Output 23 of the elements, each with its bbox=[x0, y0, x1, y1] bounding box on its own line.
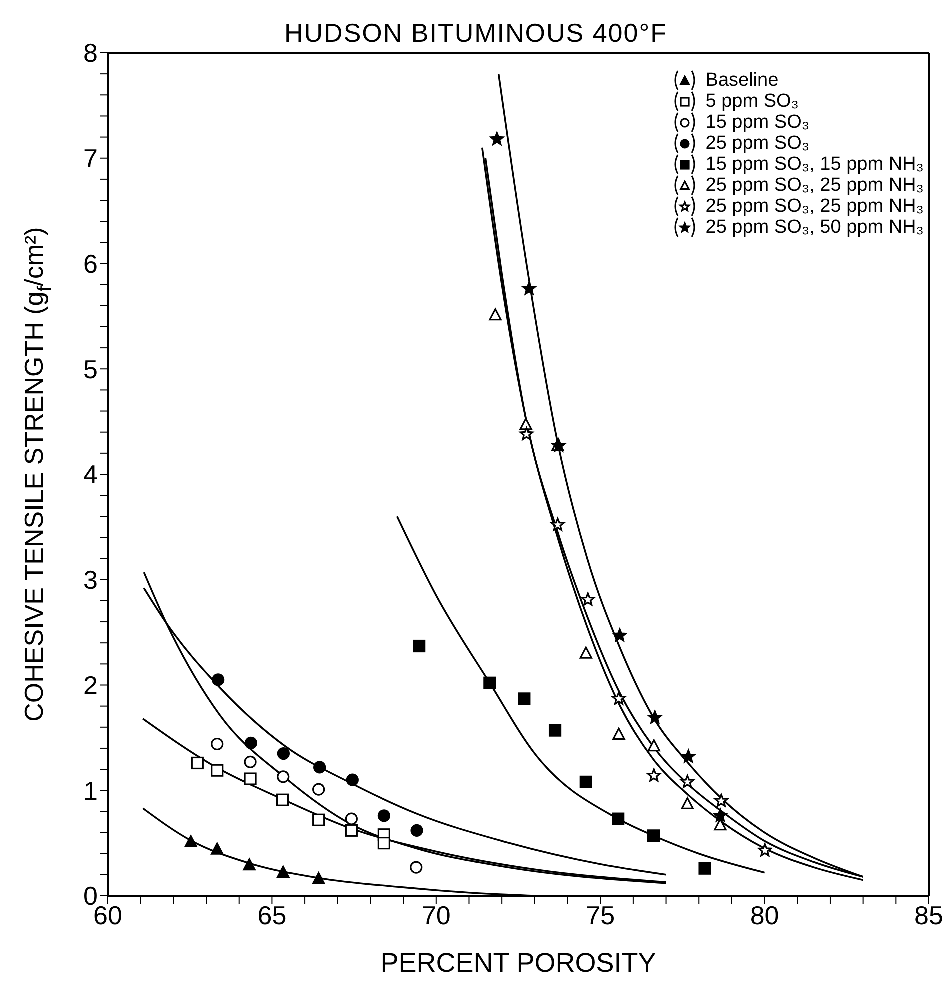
x-tick-label: 70 bbox=[422, 900, 451, 930]
y-tick-label: 5 bbox=[84, 354, 98, 384]
y-tick-label: 3 bbox=[84, 565, 98, 596]
x-tick-label: 85 bbox=[914, 900, 944, 930]
legend-label: 25 ppm SO₃, 25 ppm NH₃ bbox=[706, 175, 924, 196]
chart-title: HUDSON BITUMINOUS 400°F bbox=[284, 18, 668, 48]
legend-label: 25 ppm SO₃ bbox=[706, 133, 810, 154]
legend-label: 25 ppm SO₃, 25 ppm NH₃ bbox=[706, 196, 924, 217]
x-tick-label: 75 bbox=[586, 900, 616, 930]
x-tick-label: 80 bbox=[750, 900, 780, 930]
y-tick-label: 2 bbox=[84, 670, 98, 700]
y-tick-label: 4 bbox=[84, 460, 98, 490]
legend-label: 5 ppm SO₃ bbox=[706, 91, 800, 112]
legend-label: Baseline bbox=[706, 70, 779, 91]
x-tick-label: 65 bbox=[258, 900, 287, 930]
y-tick-label: 7 bbox=[84, 144, 98, 174]
legend-label: 15 ppm SO₃ bbox=[706, 112, 810, 133]
y-tick-label: 8 bbox=[84, 38, 98, 68]
legend-label: 15 ppm SO₃, 15 ppm NH₃ bbox=[706, 154, 924, 175]
legend-label: 25 ppm SO₃, 50 ppm NH₃ bbox=[706, 217, 924, 238]
y-tick-label: 6 bbox=[84, 248, 98, 279]
y-tick-label: 1 bbox=[84, 776, 98, 806]
x-axis-title: PERCENT POROSITY bbox=[380, 948, 656, 978]
